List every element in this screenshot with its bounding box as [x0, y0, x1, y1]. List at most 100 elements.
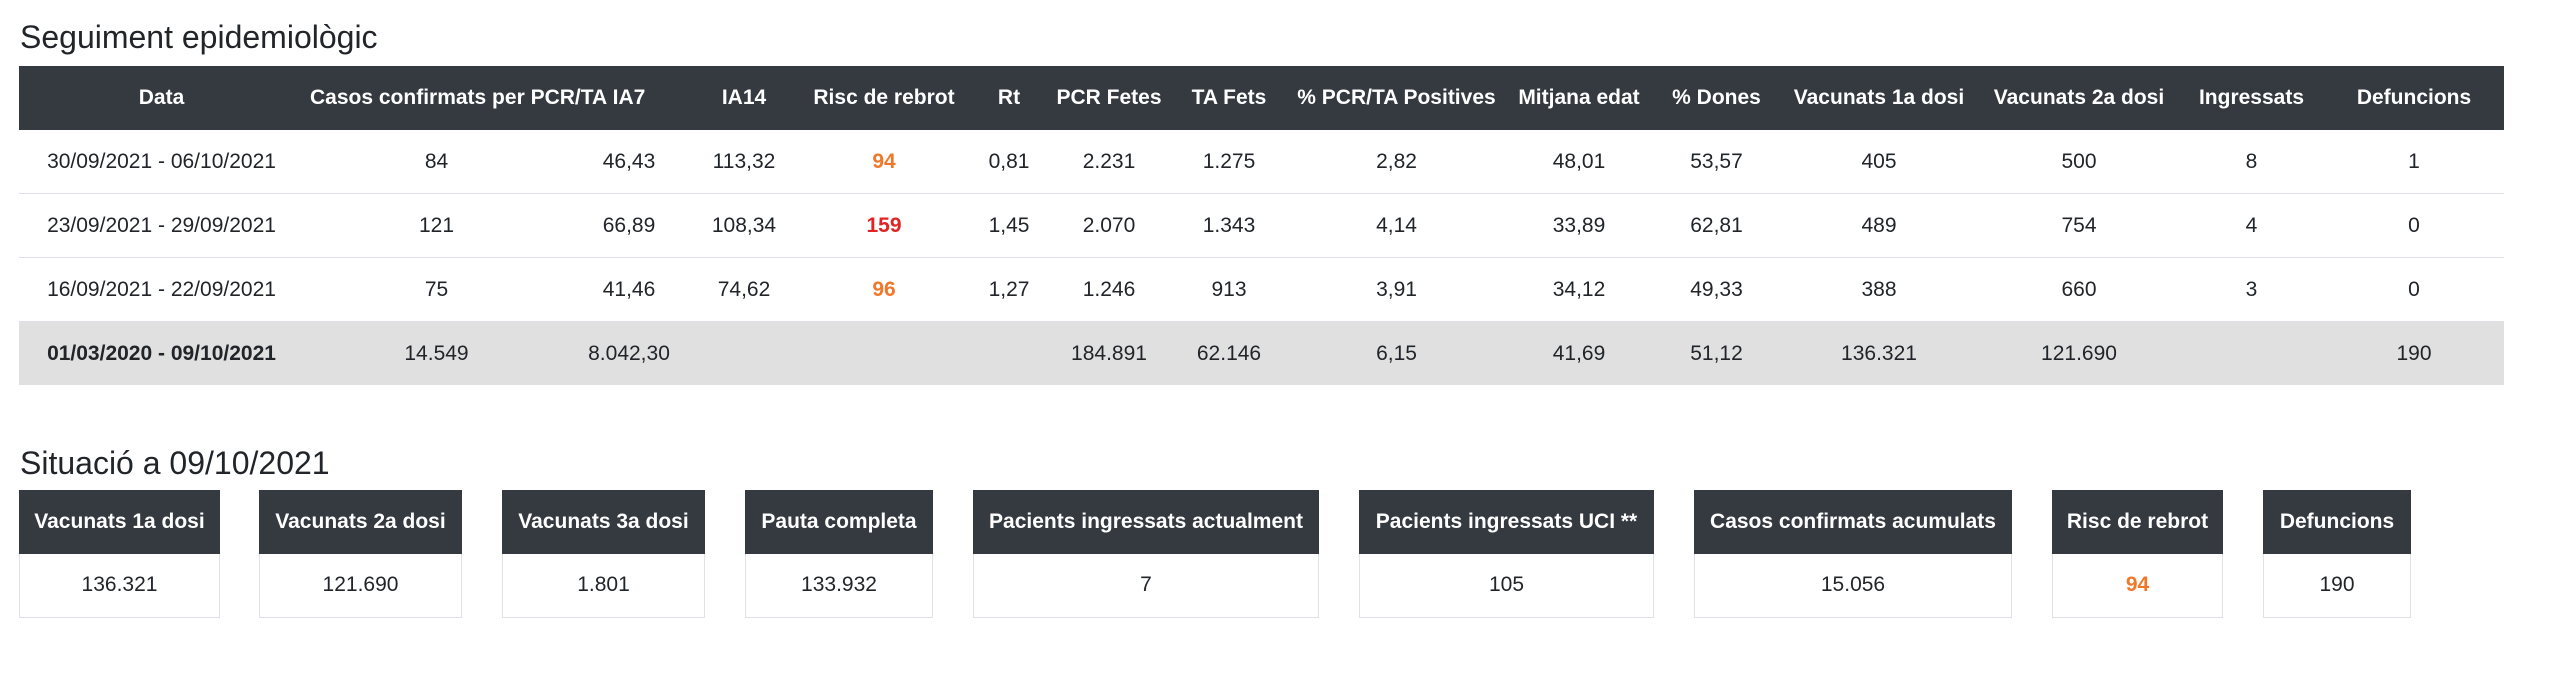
card-patients-admitted: Pacients ingressats actualment 7 — [973, 490, 1319, 618]
cell-pct-positive: 3,91 — [1289, 257, 1504, 322]
card-value: 190 — [2263, 554, 2411, 618]
cell-cases: 75 — [304, 257, 569, 322]
header-risk: Risc de rebrot — [799, 66, 969, 130]
header-ta: TA Fets — [1169, 66, 1289, 130]
cell-ia7: 66,89 — [569, 193, 689, 258]
table-row: 16/09/2021 - 22/09/2021 75 41,46 74,62 9… — [19, 257, 2504, 322]
cell-ia14: 113,32 — [689, 130, 799, 194]
cell-pcr: 2.070 — [1049, 193, 1169, 258]
total-deaths: 190 — [2324, 321, 2504, 385]
card-label: Vacunats 3a dosi — [502, 490, 705, 554]
card-patients-icu: Pacients ingressats UCI ** 105 — [1359, 490, 1654, 618]
header-date: Data — [19, 66, 304, 130]
cell-cases: 84 — [304, 130, 569, 194]
total-date: 01/03/2020 - 09/10/2021 — [19, 321, 304, 385]
cell-pct-women: 53,57 — [1654, 130, 1779, 194]
cell-vac1: 388 — [1779, 257, 1979, 322]
table-row: 30/09/2021 - 06/10/2021 84 46,43 113,32 … — [19, 130, 2504, 194]
table-row: 23/09/2021 - 29/09/2021 121 66,89 108,34… — [19, 193, 2504, 258]
cell-pct-women: 49,33 — [1654, 257, 1779, 322]
card-deaths: Defuncions 190 — [2263, 490, 2411, 618]
card-label: Casos confirmats acumulats — [1694, 490, 2012, 554]
cell-pct-positive: 4,14 — [1289, 193, 1504, 258]
cell-risk: 96 — [799, 257, 969, 322]
header-rt: Rt — [969, 66, 1049, 130]
cell-ia14: 108,34 — [689, 193, 799, 258]
header-ia7: IA7 — [569, 66, 689, 130]
total-pct-positive: 6,15 — [1289, 321, 1504, 385]
card-label: Risc de rebrot — [2052, 490, 2223, 554]
cell-ta: 1.275 — [1169, 130, 1289, 194]
header-admitted: Ingressats — [2179, 66, 2324, 130]
cell-ia7: 46,43 — [569, 130, 689, 194]
cell-mean-age: 33,89 — [1504, 193, 1654, 258]
cell-pct-women: 62,81 — [1654, 193, 1779, 258]
header-pct-positive: % PCR/TA Positives — [1289, 66, 1504, 130]
card-label: Pacients ingressats UCI ** — [1359, 490, 1654, 554]
cell-risk: 94 — [799, 130, 969, 194]
cell-deaths: 1 — [2324, 130, 2504, 194]
total-vac1: 136.321 — [1779, 321, 1979, 385]
header-cases: Casos confirmats per PCR/TA — [304, 66, 607, 130]
card-value: 7 — [973, 554, 1319, 618]
card-vaccinated-3rd-dose: Vacunats 3a dosi 1.801 — [502, 490, 705, 618]
card-value: 105 — [1359, 554, 1654, 618]
card-outbreak-risk: Risc de rebrot 94 — [2052, 490, 2223, 618]
cell-ta: 913 — [1169, 257, 1289, 322]
card-label: Vacunats 2a dosi — [259, 490, 462, 554]
total-cases: 14.549 — [304, 321, 569, 385]
tracking-section-title: Seguiment epidemiològic — [20, 19, 378, 55]
cell-vac2: 754 — [1979, 193, 2179, 258]
card-vaccinated-2nd-dose: Vacunats 2a dosi 121.690 — [259, 490, 462, 618]
cell-risk: 159 — [799, 193, 969, 258]
total-pct-women: 51,12 — [1654, 321, 1779, 385]
cell-admitted: 4 — [2179, 193, 2324, 258]
cell-rt: 1,45 — [969, 193, 1049, 258]
total-vac2: 121.690 — [1979, 321, 2179, 385]
header-pct-women: % Dones — [1654, 66, 1779, 130]
cell-date: 30/09/2021 - 06/10/2021 — [19, 130, 304, 194]
card-value: 136.321 — [19, 554, 220, 618]
cell-mean-age: 48,01 — [1504, 130, 1654, 194]
header-deaths: Defuncions — [2324, 66, 2504, 130]
cell-admitted: 3 — [2179, 257, 2324, 322]
cell-date: 23/09/2021 - 29/09/2021 — [19, 193, 304, 258]
cell-pct-positive: 2,82 — [1289, 130, 1504, 194]
table-header-row: Data Casos confirmats per PCR/TA IA7 IA1… — [19, 66, 2504, 130]
cell-vac2: 500 — [1979, 130, 2179, 194]
header-ia14: IA14 — [689, 66, 799, 130]
cell-vac2: 660 — [1979, 257, 2179, 322]
cell-ta: 1.343 — [1169, 193, 1289, 258]
total-risk — [799, 321, 969, 385]
total-rt — [969, 321, 1049, 385]
card-cumulative-cases: Casos confirmats acumulats 15.056 — [1694, 490, 2012, 618]
cell-admitted: 8 — [2179, 130, 2324, 194]
cell-ia7: 41,46 — [569, 257, 689, 322]
header-mean-age: Mitjana edat — [1504, 66, 1654, 130]
card-label: Vacunats 1a dosi — [19, 490, 220, 554]
header-vac1: Vacunats 1a dosi — [1779, 66, 1979, 130]
total-ia14 — [689, 321, 799, 385]
card-vaccinated-1st-dose: Vacunats 1a dosi 136.321 — [19, 490, 220, 618]
header-pcr: PCR Fetes — [1049, 66, 1169, 130]
cell-deaths: 0 — [2324, 193, 2504, 258]
cell-cases: 121 — [304, 193, 569, 258]
cell-rt: 1,27 — [969, 257, 1049, 322]
card-value: 15.056 — [1694, 554, 2012, 618]
card-label: Pacients ingressats actualment — [973, 490, 1319, 554]
tracking-table: Data Casos confirmats per PCR/TA IA7 IA1… — [19, 66, 2504, 385]
header-vac2: Vacunats 2a dosi — [1979, 66, 2179, 130]
cell-deaths: 0 — [2324, 257, 2504, 322]
total-admitted — [2179, 321, 2324, 385]
situation-section-title: Situació a 09/10/2021 — [20, 445, 330, 481]
total-ia7: 8.042,30 — [569, 321, 689, 385]
total-pcr: 184.891 — [1049, 321, 1169, 385]
card-value: 94 — [2052, 554, 2223, 618]
cell-date: 16/09/2021 - 22/09/2021 — [19, 257, 304, 322]
card-complete-schedule: Pauta completa 133.932 — [745, 490, 933, 618]
card-label: Pauta completa — [745, 490, 933, 554]
cell-pcr: 1.246 — [1049, 257, 1169, 322]
cell-pcr: 2.231 — [1049, 130, 1169, 194]
cell-ia14: 74,62 — [689, 257, 799, 322]
